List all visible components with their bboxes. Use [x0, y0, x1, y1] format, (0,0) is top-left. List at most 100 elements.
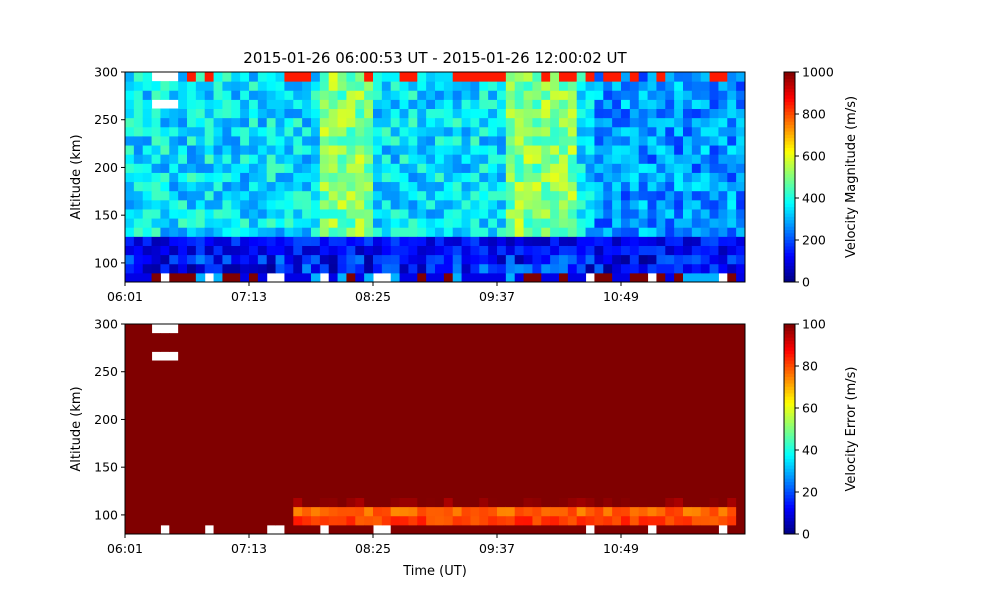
heatmap-cell: [461, 387, 471, 398]
heatmap-cell: [541, 351, 551, 362]
heatmap-cell: [381, 126, 392, 137]
heatmap-cell: [426, 324, 436, 334]
heatmap-cell: [497, 479, 507, 489]
heatmap-cell: [470, 470, 480, 480]
heatmap-cell: [257, 360, 268, 371]
heatmap-cell: [346, 515, 356, 526]
heatmap-cell: [293, 497, 303, 508]
heatmap-cell: [328, 442, 339, 453]
heatmap-cell: [700, 254, 711, 265]
heatmap-cell: [213, 72, 223, 82]
heatmap-cell: [204, 181, 215, 192]
heatmap-cell: [488, 218, 498, 228]
heatmap-cell: [647, 135, 657, 146]
heatmap-cell: [736, 497, 746, 508]
heatmap-cell: [656, 479, 666, 489]
heatmap-cell: [559, 145, 569, 155]
heatmap-cell: [665, 117, 675, 128]
heatmap-cell: [621, 72, 631, 82]
heatmap-cell: [594, 470, 604, 480]
heatmap-cell: [523, 324, 533, 334]
heatmap-cell: [249, 470, 259, 480]
heatmap-cell: [718, 145, 728, 155]
heatmap-cell: [656, 415, 666, 425]
heatmap-cell: [381, 424, 392, 435]
heatmap-cell: [390, 72, 401, 82]
heatmap-cell: [638, 145, 649, 155]
heatmap-cell: [213, 342, 223, 352]
heatmap-cell: [585, 351, 595, 362]
heatmap-cell: [240, 236, 250, 246]
heatmap-cell: [328, 324, 339, 334]
heatmap-cell: [319, 378, 330, 389]
heatmap-cell: [381, 451, 392, 462]
heatmap-cell: [249, 99, 259, 110]
heatmap-cell: [683, 172, 693, 183]
heatmap-cell: [311, 90, 321, 100]
heatmap-cell: [541, 451, 551, 462]
heatmap-cell: [736, 333, 746, 343]
heatmap-cell: [683, 154, 693, 164]
heatmap-cell: [523, 99, 533, 110]
heatmap-cell: [399, 90, 409, 100]
heatmap-cell: [461, 433, 471, 444]
heatmap-cell: [638, 406, 649, 416]
colorbar-swatch: [784, 180, 795, 185]
heatmap-cell: [479, 218, 489, 228]
heatmap-cell: [443, 442, 454, 453]
heatmap-cell: [479, 145, 489, 155]
heatmap-cell: [523, 424, 533, 435]
heatmap-cell: [541, 190, 551, 201]
heatmap-cell: [142, 506, 153, 517]
heatmap-cell: [169, 515, 179, 526]
heatmap-cell: [187, 254, 197, 265]
heatmap-cell: [691, 227, 702, 237]
x-tick-label: 08:25: [355, 541, 391, 556]
heatmap-cell: [709, 524, 719, 535]
heatmap-cell: [133, 99, 144, 110]
heatmap-cell: [231, 81, 241, 91]
heatmap-cell: [656, 172, 666, 183]
heatmap-cell: [169, 424, 179, 435]
heatmap-cell: [426, 397, 436, 407]
heatmap-cell: [328, 397, 339, 407]
heatmap-cell: [257, 324, 268, 334]
heatmap-cell: [559, 442, 569, 453]
heatmap-cell: [293, 442, 303, 453]
heatmap-cell: [629, 360, 640, 371]
heatmap-cell: [284, 154, 294, 164]
heatmap-cell: [674, 263, 684, 274]
heatmap-cell: [656, 254, 666, 265]
heatmap-cell: [426, 415, 436, 425]
heatmap-cell: [532, 524, 542, 535]
heatmap-cell: [213, 470, 223, 480]
heatmap-cell: [718, 81, 728, 91]
colorbar-swatch: [784, 497, 795, 502]
heatmap-cell: [585, 108, 595, 119]
heatmap-cell: [346, 524, 356, 535]
heatmap-cell: [541, 515, 551, 526]
heatmap-cell: [505, 387, 516, 398]
heatmap-cell: [151, 145, 161, 155]
heatmap-cell: [470, 72, 480, 82]
heatmap-cell: [443, 272, 454, 283]
heatmap-cell: [142, 479, 153, 489]
heatmap-cell: [284, 172, 294, 183]
heatmap-cell: [399, 181, 409, 192]
heatmap-cell: [222, 117, 232, 128]
heatmap-cell: [249, 245, 259, 256]
heatmap-cell: [302, 433, 312, 444]
heatmap-cell: [727, 172, 737, 183]
heatmap-cell: [160, 90, 170, 100]
heatmap-cell: [355, 369, 365, 380]
heatmap-cell: [656, 360, 666, 371]
heatmap-cell: [133, 351, 144, 362]
heatmap-cell: [337, 360, 347, 371]
heatmap-cell: [195, 506, 206, 517]
heatmap-cell: [195, 351, 206, 362]
heatmap-cell: [311, 488, 321, 498]
heatmap-cell: [665, 181, 675, 192]
heatmap-cell: [390, 460, 401, 471]
heatmap-cell: [700, 172, 711, 183]
heatmap-cell: [408, 190, 418, 201]
